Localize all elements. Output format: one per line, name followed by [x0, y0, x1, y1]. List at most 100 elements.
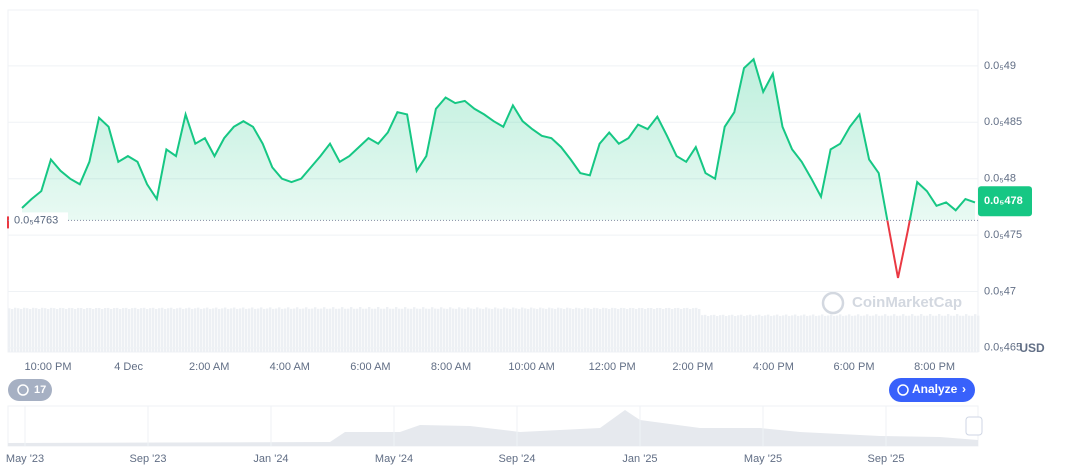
volume-bar: [905, 315, 908, 352]
volume-bar: [719, 315, 722, 352]
current-price-badge: [978, 186, 1032, 217]
navigator-label: Sep '23: [130, 453, 167, 465]
current-price-label: 0.0₅478: [984, 195, 1023, 207]
volume-bar: [590, 308, 593, 352]
volume-bar: [974, 314, 977, 352]
volume-bar: [50, 307, 53, 352]
volume-bar: [563, 308, 566, 352]
volume-bar: [470, 308, 473, 352]
volume-bar: [278, 307, 281, 352]
volume-bar: [764, 315, 767, 352]
volume-bar: [920, 314, 923, 352]
navigator-label: May '25: [744, 453, 782, 465]
volume-bar: [833, 315, 836, 352]
volume-bar: [368, 307, 371, 352]
volume-bar: [962, 315, 965, 352]
volume-bar: [479, 308, 482, 352]
volume-bar: [386, 307, 389, 352]
volume-bar: [320, 308, 323, 352]
volume-bar: [899, 315, 902, 352]
volume-bar: [14, 307, 17, 352]
volume-bar: [467, 307, 470, 352]
volume-bar: [956, 314, 959, 352]
volume-bar: [503, 307, 506, 352]
volume-bar: [518, 308, 521, 352]
history-badge[interactable]: [8, 379, 52, 401]
volume-bar: [203, 308, 206, 352]
volume-bar: [128, 308, 131, 352]
volume-bar: [134, 307, 137, 352]
volume-bar: [236, 308, 239, 352]
volume-bar: [56, 308, 59, 352]
volume-bar: [275, 308, 278, 352]
navigator-handle[interactable]: [965, 416, 983, 436]
volume-bar: [608, 308, 611, 352]
volume-bar: [125, 307, 128, 352]
volume-bar: [362, 308, 365, 352]
volume-bar: [44, 308, 47, 352]
volume-bar: [482, 308, 485, 352]
volume-bar: [443, 308, 446, 352]
volume-bar: [572, 308, 575, 352]
reference-label: 0.0₅4763: [14, 214, 58, 226]
volume-bar: [620, 307, 623, 352]
volume-bar: [692, 308, 695, 352]
volume-bar: [140, 308, 143, 352]
volume-bar: [98, 307, 101, 352]
volume-bar: [734, 315, 737, 352]
x-tick-label: 2:00 PM: [672, 361, 713, 373]
volume-bar: [932, 315, 935, 352]
volume-bar: [119, 308, 122, 352]
volume-bar: [155, 308, 158, 352]
volume-bar: [566, 307, 569, 352]
volume-bar: [971, 315, 974, 352]
volume-bar: [533, 308, 536, 352]
volume-bar: [860, 315, 863, 352]
navigator-label: Jan '24: [253, 453, 288, 465]
volume-bar: [737, 315, 740, 352]
volume-bar: [188, 307, 191, 352]
volume-bar: [713, 314, 716, 352]
volume-bar: [599, 308, 602, 352]
volume-bar: [758, 314, 761, 352]
x-tick-label: 10:00 AM: [508, 361, 554, 373]
volume-bar: [710, 315, 713, 352]
volume-bar: [248, 308, 251, 352]
analyze-button[interactable]: [889, 378, 975, 402]
volume-bar: [77, 307, 80, 352]
volume-bar: [224, 307, 227, 352]
volume-bar: [32, 307, 35, 352]
volume-bar: [356, 308, 359, 352]
volume-bar: [815, 315, 818, 352]
volume-bar: [728, 315, 731, 352]
volume-bar: [383, 308, 386, 352]
volume-bar: [650, 308, 653, 352]
price-line: [21, 57, 976, 221]
volume-bar: [68, 307, 71, 352]
volume-bar: [797, 315, 800, 352]
volume-bar: [143, 307, 146, 352]
volume-bar: [347, 308, 350, 352]
volume-bar: [638, 307, 641, 352]
volume-bar: [674, 308, 677, 352]
volume-bar: [866, 314, 869, 352]
volume-bar: [452, 308, 455, 352]
volume-bar: [422, 307, 425, 352]
volume-bar: [200, 308, 203, 352]
volume-bar: [656, 308, 659, 352]
volume-bar: [176, 308, 179, 352]
volume-bar: [71, 308, 74, 352]
volume-bar: [560, 308, 563, 352]
volume-bar: [401, 308, 404, 352]
volume-bar: [698, 308, 701, 352]
volume-bar: [557, 307, 560, 352]
volume-bar: [704, 314, 707, 352]
volume-bar: [344, 308, 347, 352]
volume-bar: [614, 308, 617, 352]
volume-bar: [671, 308, 674, 352]
volume-bar: [935, 315, 938, 352]
volume-bar: [902, 314, 905, 352]
volume-bar: [512, 307, 515, 352]
volume-bar: [221, 308, 224, 352]
volume-bar: [953, 315, 956, 352]
